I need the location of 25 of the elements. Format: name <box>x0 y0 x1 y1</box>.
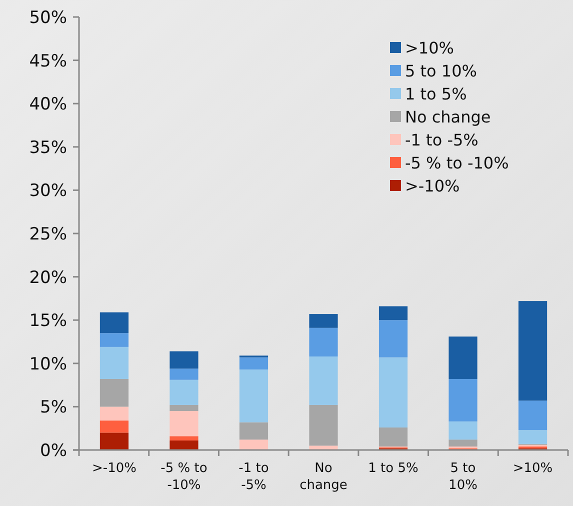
legend-label: >10% <box>405 38 454 58</box>
x-tick-label: -1 to -5% <box>238 461 269 493</box>
y-tick-label: 0% <box>40 440 67 461</box>
legend-label: No change <box>405 108 491 127</box>
y-tick-label: 25% <box>29 224 67 244</box>
y-tick-label: 45% <box>29 51 67 72</box>
y-tick-label: 15% <box>29 311 67 332</box>
y-tick-label: 20% <box>29 268 67 288</box>
x-tick-label: No change <box>300 461 348 493</box>
x-tick-label: 5 to 10% <box>448 461 478 493</box>
y-tick-label: 30% <box>29 181 67 202</box>
y-tick-label: 10% <box>29 354 67 374</box>
legend-label: -5 % to -10% <box>405 154 509 173</box>
legend-label: >-10% <box>405 176 460 196</box>
x-tick-label: -5 % to -10% <box>160 461 208 493</box>
legend-label: -1 to -5% <box>405 130 478 150</box>
legend-label: 1 to 5% <box>405 84 467 104</box>
y-tick-label: 50% <box>29 8 67 28</box>
legend-label: 5 to 10% <box>405 62 477 81</box>
x-tick-label: >10% <box>512 461 553 476</box>
y-tick-label: 35% <box>29 138 67 158</box>
y-tick-label: 40% <box>29 94 67 115</box>
y-tick-label: 5% <box>40 398 67 418</box>
x-tick-label: >-10% <box>92 461 136 476</box>
x-tick-label: 1 to 5% <box>368 461 418 476</box>
